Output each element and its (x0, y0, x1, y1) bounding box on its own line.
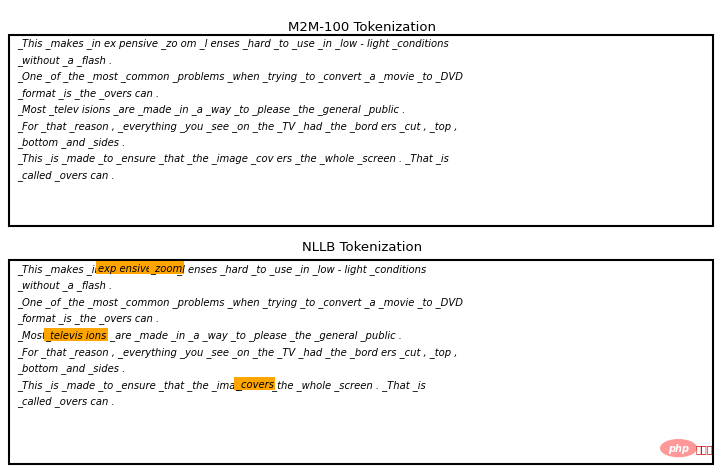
Text: M2M-100 Tokenization: M2M-100 Tokenization (288, 21, 436, 34)
Text: _One _of _the _most _common _problems _when _trying _to _convert _a _movie _to _: _One _of _the _most _common _problems _w… (17, 296, 463, 307)
Text: _This _is _made _to _ensure _that _the _image _cov ers _the _whole _screen . _Th: _This _is _made _to _ensure _that _the _… (17, 153, 449, 164)
Text: _This _makes _in ex pensive _zo om _l enses _hard _to _use _in _low - light _con: _This _makes _in ex pensive _zo om _l en… (17, 38, 449, 49)
Text: _Most: _Most (17, 329, 49, 340)
Text: _zoom: _zoom (150, 263, 182, 273)
Text: _l enses _hard _to _use _in _low - light _conditions: _l enses _hard _to _use _in _low - light… (174, 263, 426, 274)
Text: _called _overs can .: _called _overs can . (17, 169, 114, 180)
Text: _without _a _flash .: _without _a _flash . (17, 280, 112, 290)
Text: php: php (668, 443, 689, 453)
Text: _are _made _in _a _way _to _please _the _general _public .: _are _made _in _a _way _to _please _the … (107, 329, 403, 340)
Text: _without _a _flash .: _without _a _flash . (17, 55, 112, 66)
Text: _format _is _the _overs can .: _format _is _the _overs can . (17, 88, 159, 99)
Text: _the _whole _screen . _That _is: _the _whole _screen . _That _is (269, 379, 426, 390)
FancyBboxPatch shape (9, 261, 713, 464)
Text: _format _is _the _overs can .: _format _is _the _overs can . (17, 313, 159, 324)
Text: 中文网: 中文网 (695, 443, 713, 453)
Text: _called _overs can .: _called _overs can . (17, 396, 114, 407)
Text: _covers: _covers (236, 379, 274, 389)
Ellipse shape (660, 439, 697, 457)
Text: _For _that _reason , _everything _you _see _on _the _TV _had _the _bord ers _cut: _For _that _reason , _everything _you _s… (17, 346, 458, 357)
Text: _televis ions: _televis ions (46, 329, 107, 340)
Text: _For _that _reason , _everything _you _see _on _the _TV _had _the _bord ers _cut: _For _that _reason , _everything _you _s… (17, 120, 458, 131)
Text: _bottom _and _sides .: _bottom _and _sides . (17, 363, 125, 373)
Text: exp ensive: exp ensive (98, 263, 152, 273)
Text: _This _makes _in: _This _makes _in (17, 263, 104, 274)
Text: _bottom _and _sides .: _bottom _and _sides . (17, 137, 125, 148)
Text: _Most _telev isions _are _made _in _a _way _to _please _the _general _public .: _Most _telev isions _are _made _in _a _w… (17, 104, 405, 115)
Text: _One _of _the _most _common _problems _when _trying _to _convert _a _movie _to _: _One _of _the _most _common _problems _w… (17, 71, 463, 82)
FancyBboxPatch shape (9, 36, 713, 226)
Text: NLLB Tokenization: NLLB Tokenization (302, 240, 422, 253)
Text: _This _is _made _to _ensure _that _the _image: _This _is _made _to _ensure _that _the _… (17, 379, 251, 390)
